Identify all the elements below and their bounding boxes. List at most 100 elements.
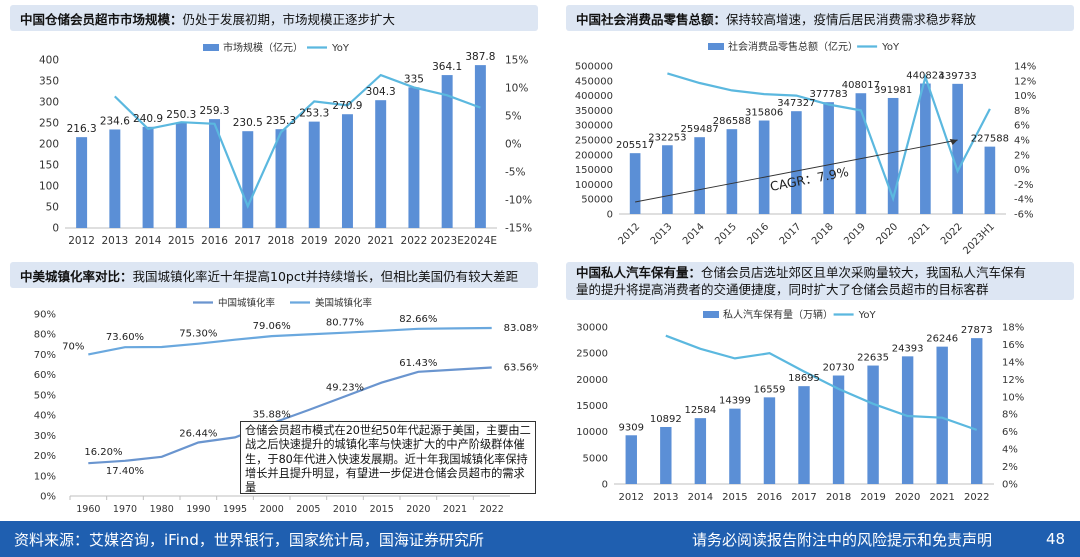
- chart2-xtick: 2019: [842, 221, 868, 247]
- chart3-cn-label: 35.88%: [253, 409, 291, 420]
- chart1-data-label: 235.3: [266, 115, 296, 127]
- chart1-y2tick: 10%: [505, 83, 528, 95]
- chart2-data-label: 377783: [810, 89, 848, 100]
- chart1-title-bold: 中国仓储会员超市市场规模：: [20, 11, 183, 27]
- chart1-ytick: 150: [39, 160, 59, 172]
- chart4-title: 中国私人汽车保有量：仓储会员店选址郊区且单次采购量较大，我国私人汽车保有 量的提…: [566, 262, 1074, 300]
- chart3-xtick: 2010: [333, 504, 357, 515]
- chart2-title-bold: 中国社会消费品零售总额：: [576, 11, 727, 27]
- chart2-data-label: 259487: [681, 124, 719, 135]
- chart1-xtick: 2017: [234, 235, 261, 247]
- chart1-bar: [209, 119, 221, 228]
- chart4-data-label: 24393: [892, 343, 924, 354]
- chart2-legend-bar-swatch: [708, 43, 724, 50]
- chart4-bar: [625, 435, 637, 484]
- chart4-ytick: 20000: [576, 375, 608, 386]
- chart2-bar: [823, 102, 834, 214]
- chart4-xtick: 2015: [722, 492, 747, 503]
- chart3-ytick: 0%: [40, 492, 56, 503]
- chart3-legend-cn-label: 中国城镇化率: [218, 297, 276, 309]
- chart1-xtick: 2015: [168, 235, 195, 247]
- chart4-bar: [971, 338, 983, 484]
- chart1-xtick: 2012: [68, 235, 95, 247]
- chart1-y2tick: -15%: [505, 223, 532, 235]
- chart4-yoy-line: [665, 334, 978, 431]
- chart1-xtick: 2016: [201, 235, 228, 247]
- chart4-title-line2: 量的提升将提高消费者的交通便捷度，同时扩大了仓储会员超市的目标客群: [576, 282, 989, 297]
- chart4-bar: [901, 356, 914, 484]
- chart3-cn-line: [88, 366, 492, 465]
- chart2-xtick: 2017: [778, 221, 804, 247]
- chart2-y2tick: 4%: [1014, 136, 1030, 147]
- chart4-y2tick: 2%: [1002, 462, 1018, 473]
- chart2-data-label: 391981: [874, 85, 912, 96]
- chart1-xtick: 2024E: [464, 235, 497, 247]
- chart1-data-label: 387.8: [465, 51, 495, 63]
- chart2-cagr-arrow: [635, 139, 958, 203]
- chart2-data-label: 227588: [971, 134, 1009, 145]
- chart4-xtick: 2020: [895, 492, 920, 503]
- chart1-bar: [375, 100, 387, 228]
- chart2-ytick: 250000: [575, 136, 613, 147]
- chart3-us-label: 73.60%: [106, 332, 144, 343]
- chart4-legend-bar-label: 私人汽车保有量（万辆）: [723, 308, 833, 321]
- chart3-ytick: 40%: [34, 411, 56, 422]
- chart2-xtick: 2022: [939, 221, 965, 247]
- chart3-us-line: [88, 326, 492, 356]
- chart4-xtick: 2013: [653, 492, 678, 503]
- chart3-ytick: 90%: [34, 310, 56, 321]
- chart4-data-label: 22635: [857, 353, 889, 364]
- chart4-data-label: 18695: [788, 373, 820, 384]
- chart2-bar: [694, 137, 705, 214]
- chart2-data-label: 347327: [777, 98, 815, 109]
- chart2-y2tick: -2%: [1014, 180, 1033, 191]
- chart2-data-label: 315806: [745, 108, 783, 119]
- chart1-y2tick: -10%: [505, 195, 532, 207]
- chart2-bar: [791, 111, 802, 214]
- chart1-market-size: 0 50 100 150 200 250 300 350 400 -15% -10% -5% 0% 5% 1…: [39, 41, 532, 247]
- chart1-y2tick: 15%: [505, 55, 528, 67]
- chart1-ytick: 400: [39, 55, 59, 67]
- chart4-car-ownership: 0 5000 10000 15000 20000 25000 30000 0% 2% 4% 6% 8%…: [576, 308, 1024, 503]
- chart2-bar: [855, 93, 867, 214]
- chart4-ytick: 15000: [576, 401, 608, 412]
- chart4-bar: [798, 386, 810, 484]
- footer-disclaimer: 请务必阅读报告附注中的风险提示和免责声明: [692, 530, 993, 549]
- chart4-xtick: 2018: [826, 492, 851, 503]
- chart2-ytick: 150000: [575, 165, 613, 176]
- chart2-bar: [920, 83, 931, 214]
- chart4-bar: [729, 408, 741, 484]
- chart2-xtick: 2020: [874, 221, 900, 247]
- chart2-ytick: 450000: [575, 76, 613, 87]
- chart1-data-label: 270.9: [332, 100, 362, 112]
- chart2-data-label: 286588: [713, 116, 751, 127]
- chart2-ytick: 0: [607, 210, 613, 221]
- page-number: 48: [1046, 530, 1066, 548]
- chart4-data-label: 9309: [619, 422, 644, 433]
- chart1-data-label: 240.9: [133, 113, 163, 125]
- chart3-urbanization: 0% 10% 20% 30% 40% 50% 60% 70% 80% 90% 1960 1970 198…: [34, 297, 538, 515]
- chart3-ytick: 70%: [34, 350, 56, 361]
- chart1-y2tick: 0%: [505, 139, 522, 151]
- chart3-us-label: 75.30%: [179, 329, 217, 340]
- chart4-y2tick: 10%: [1002, 392, 1024, 403]
- chart2-legend-line-label: YoY: [881, 42, 900, 53]
- chart1-xtick: 2019: [301, 235, 328, 247]
- chart2-xtick: 2023H1: [961, 221, 997, 257]
- chart1-xtick: 2023E: [430, 235, 463, 247]
- chart1-bar: [308, 121, 320, 228]
- chart4-y2tick: 8%: [1002, 410, 1018, 421]
- chart2-bar: [887, 97, 899, 214]
- chart4-bar: [660, 426, 672, 484]
- chart1-ytick: 200: [39, 139, 59, 151]
- chart4-bar: [694, 418, 707, 484]
- chart3-legend-us-label: 美国城镇化率: [315, 297, 373, 309]
- chart4-data-label: 16559: [754, 384, 786, 395]
- chart3-title: 中美城镇化率对比： 我国城镇化率近十年提高10pct并持续增长，但相比美国仍有较大…: [10, 262, 538, 288]
- chart1-xtick: 2022: [401, 235, 428, 247]
- chart1-xtick: 2021: [367, 235, 394, 247]
- chart3-cn-label: 26.44%: [179, 429, 217, 440]
- chart2-yoy-line: [667, 72, 991, 203]
- chart2-xtick: 2018: [810, 221, 836, 247]
- chart4-y2tick: 14%: [1002, 357, 1024, 368]
